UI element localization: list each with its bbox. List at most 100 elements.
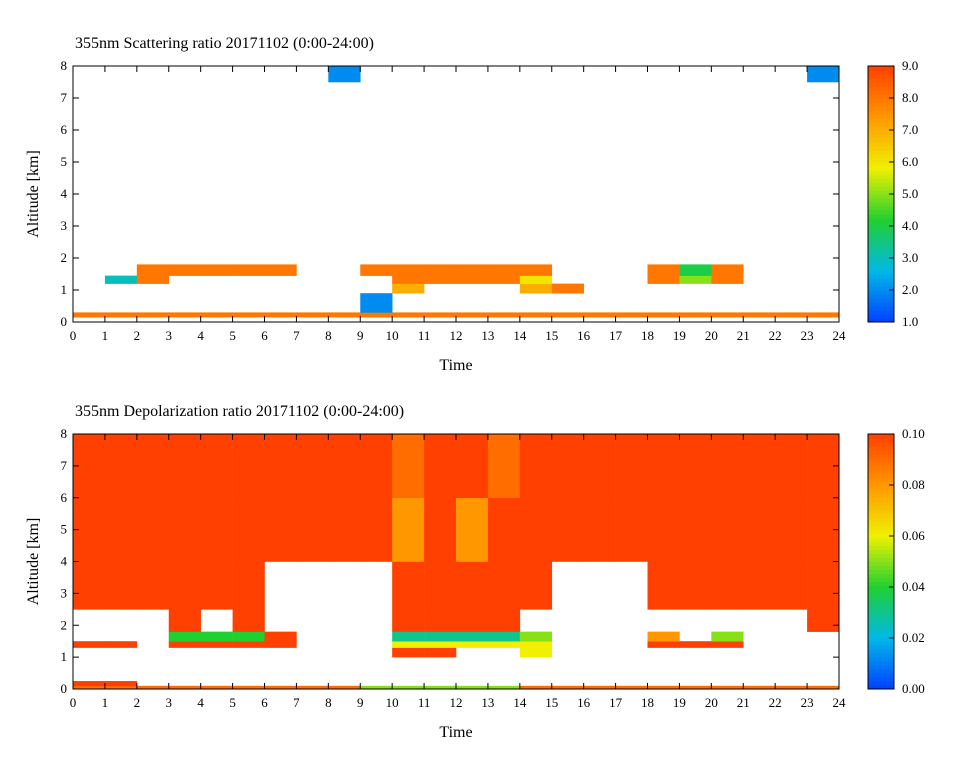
heat-cell (775, 685, 808, 690)
heat-cell (487, 264, 521, 276)
colorbar-tick-label: 0.10 (902, 426, 925, 441)
colorbar-tick-label: 8.0 (902, 90, 918, 105)
colorbar-swatch (868, 657, 894, 662)
colorbar-swatch (868, 142, 894, 147)
colorbar-swatch (868, 90, 894, 95)
heat-cell (456, 434, 489, 499)
heat-cell (392, 609, 425, 632)
x-tick-label: 5 (229, 695, 236, 710)
colorbar-swatch (868, 665, 894, 670)
heat-cell (424, 434, 457, 499)
colorbar-swatch (868, 266, 894, 271)
heat-cell (136, 434, 170, 499)
heat-cell (360, 685, 393, 690)
heat-cell (168, 685, 201, 690)
heat-cell (519, 497, 553, 562)
heat-cell (679, 497, 712, 562)
heat-cell (232, 312, 265, 318)
heat-cell (679, 641, 712, 648)
colorbar-swatch (868, 533, 894, 539)
colorbar-swatch (868, 661, 894, 666)
heat-cell (232, 497, 265, 562)
colorbar-swatch (868, 110, 894, 115)
colorbar-swatch (868, 653, 894, 658)
colorbar-swatch (868, 274, 894, 279)
heat-cell (392, 312, 425, 318)
heat-cell (456, 275, 489, 284)
heat-cell (424, 275, 457, 284)
x-tick-label: 1 (102, 328, 109, 343)
x-tick-label: 22 (769, 695, 782, 710)
colorbar-swatch (868, 246, 894, 251)
colorbar-swatch (868, 242, 894, 247)
heat-cell (424, 685, 457, 690)
heat-cell (392, 275, 425, 284)
x-tick-label: 14 (513, 695, 527, 710)
colorbar-swatch (868, 262, 894, 267)
y-tick-label: 8 (61, 58, 68, 73)
colorbar-swatch (868, 218, 894, 223)
heat-cell (519, 631, 553, 642)
x-tick-label: 10 (386, 695, 399, 710)
x-tick-label: 4 (197, 328, 204, 343)
heat-cell (711, 631, 744, 642)
colorbar-swatch (868, 234, 894, 239)
colorbar-swatch (868, 134, 894, 139)
x-tick-label: 19 (673, 328, 686, 343)
x-tick-label: 17 (609, 328, 623, 343)
x-tick-label: 7 (293, 695, 300, 710)
colorbar-swatch (868, 517, 894, 523)
heat-cell (583, 434, 616, 499)
colorbar-swatch (868, 485, 894, 491)
heat-cell (328, 312, 361, 318)
colorbar-tick-label: 5.0 (902, 186, 918, 201)
colorbar-swatch (868, 685, 894, 690)
heat-cell (136, 264, 170, 276)
heat-cell (168, 264, 201, 276)
heat-cell (807, 561, 840, 610)
colorbar-swatch (868, 258, 894, 263)
colorbar-tick-label: 4.0 (902, 218, 918, 233)
x-tick-label: 19 (673, 695, 686, 710)
heat-cell (264, 497, 297, 562)
heat-cell (200, 312, 233, 318)
colorbar-swatch (868, 70, 894, 75)
heat-cell (200, 561, 233, 610)
colorbar-swatch (868, 437, 894, 443)
heat-cell (647, 264, 680, 276)
y-axis-label: Altitude [km] (25, 518, 42, 606)
heat-cell (232, 434, 265, 499)
heat-cell (392, 434, 425, 499)
y-axis-label: Altitude [km] (25, 150, 42, 238)
colorbar-swatch (868, 286, 894, 291)
heat-cell (392, 641, 425, 648)
heat-cell (775, 434, 808, 499)
heat-cell (296, 497, 329, 562)
colorbar-swatch (868, 210, 894, 215)
heat-cell (647, 312, 680, 318)
chart-title: 355nm Depolarization ratio 20171102 (0:0… (75, 403, 404, 420)
colorbar-swatch (868, 318, 894, 323)
heat-cell (392, 647, 425, 658)
colorbar-swatch (868, 641, 894, 646)
heat-cell (456, 609, 489, 632)
heat-cell (168, 631, 201, 642)
x-tick-label: 11 (418, 695, 431, 710)
y-tick-label: 6 (61, 122, 68, 137)
x-tick-label: 9 (357, 328, 364, 343)
heat-cell (551, 497, 584, 562)
colorbar-swatch (868, 78, 894, 83)
colorbar-swatch (868, 118, 894, 123)
x-tick-label: 17 (609, 695, 623, 710)
heat-cell (424, 312, 457, 318)
heat-cell (104, 434, 138, 499)
x-tick-label: 9 (357, 695, 364, 710)
colorbar-swatch (868, 457, 894, 463)
heat-cell (392, 685, 425, 690)
y-tick-label: 7 (61, 458, 68, 473)
colorbar-swatch (868, 170, 894, 175)
x-tick-label: 15 (545, 695, 558, 710)
x-tick-label: 3 (166, 695, 173, 710)
heat-cell (807, 685, 840, 690)
